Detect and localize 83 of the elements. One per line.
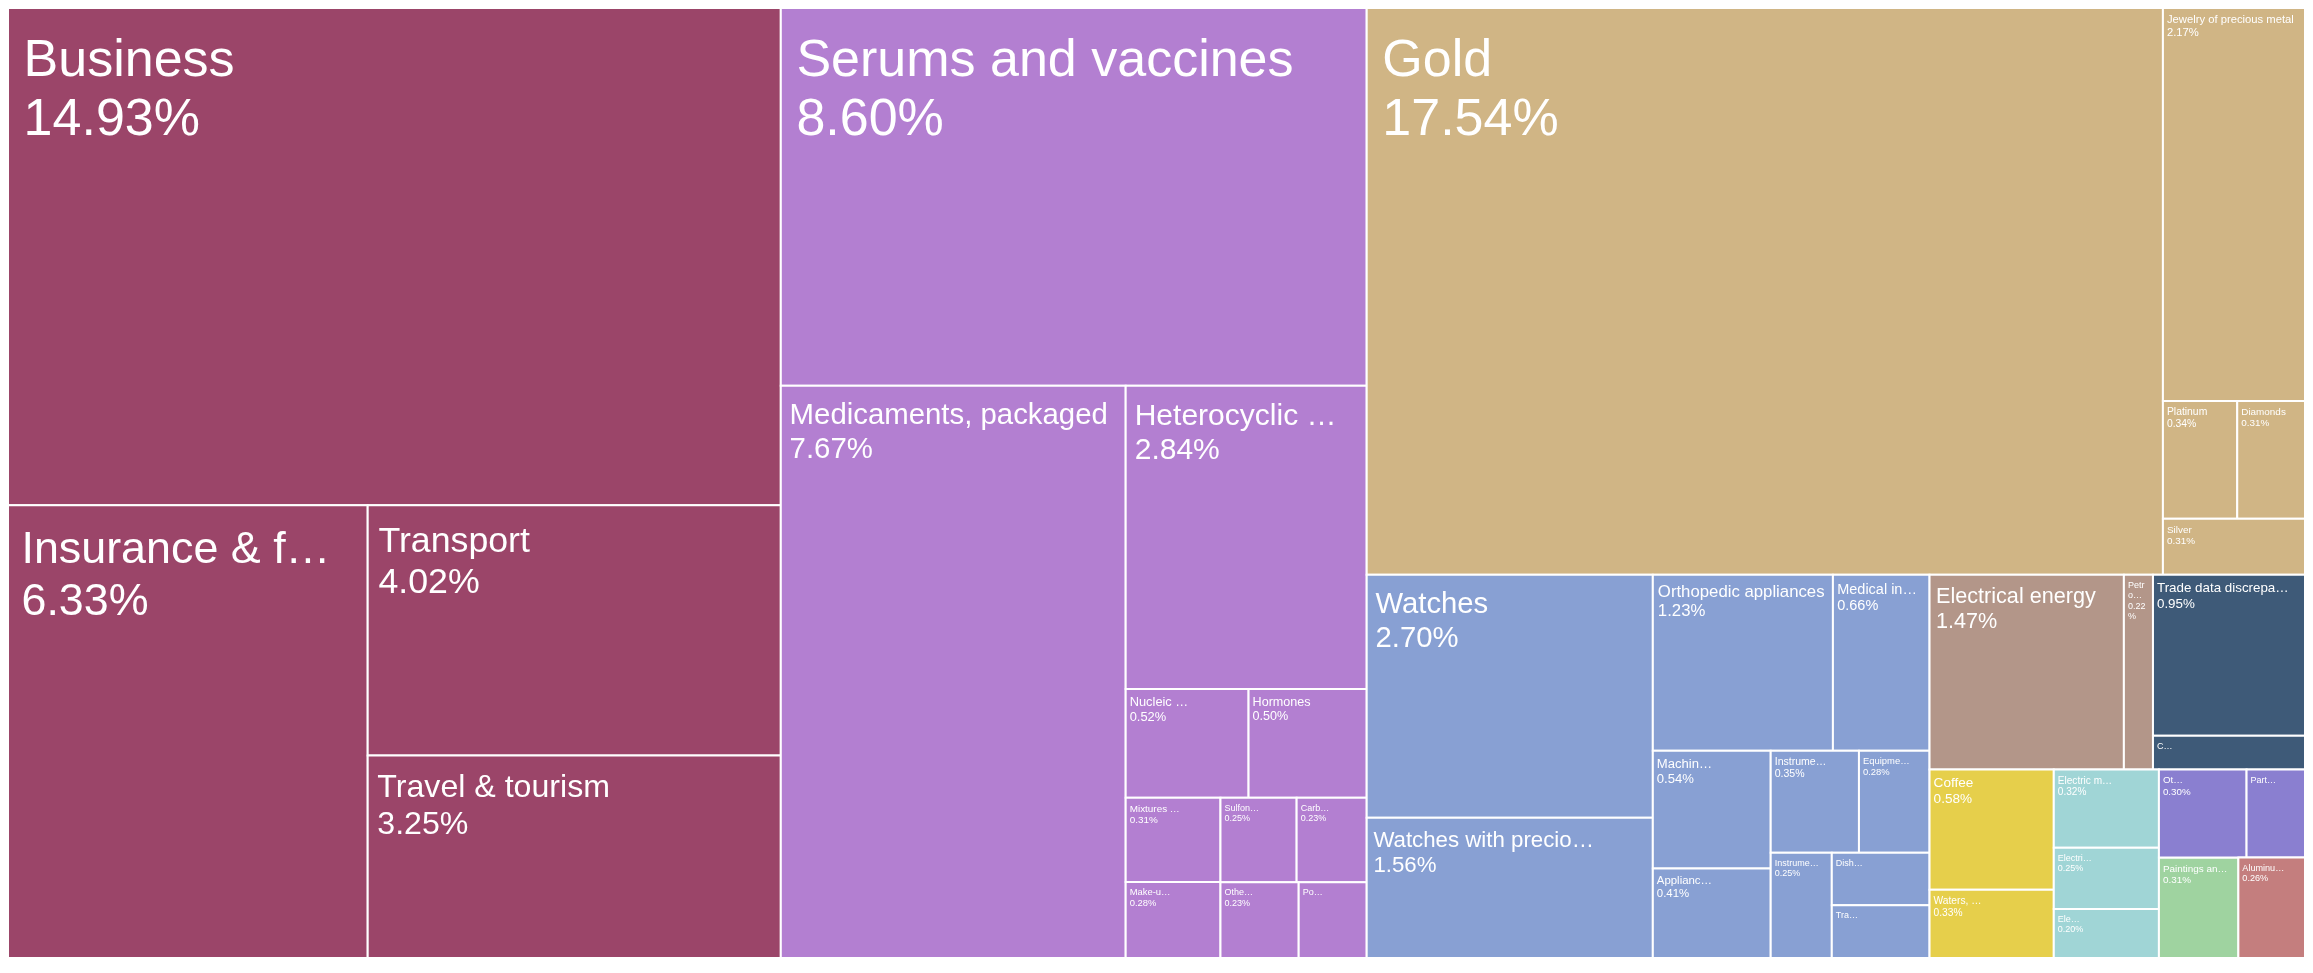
category-label: Mixtures … <box>1129 802 1180 814</box>
data-label: 0.52% <box>1129 708 1167 724</box>
data-label: 0.31% <box>2166 535 2196 547</box>
category-label: Trade data discrepa… <box>2156 580 2289 596</box>
category-label: Gold <box>1382 28 1493 87</box>
category-label: Electric m… <box>2057 774 2113 786</box>
category-label: Watches <box>1375 585 1489 619</box>
data-label: 7.67% <box>789 430 873 464</box>
category-label: Electri… <box>2057 852 2092 863</box>
category-label: Po… <box>1302 887 1323 898</box>
data-label: 0.31% <box>2162 873 2192 885</box>
data-label: 0.28% <box>1862 765 1891 777</box>
data-label: 0.32% <box>2057 786 2087 798</box>
data-label: 0.25% <box>2057 863 2084 874</box>
category-label: Coffee <box>1933 775 1974 791</box>
data-label: 0.50% <box>1252 709 1289 724</box>
data-label: 0.28% <box>1129 897 1158 909</box>
data-label: 0.58% <box>1933 790 1973 806</box>
category-label: Aluminu… <box>2242 862 2285 873</box>
data-label: 0.41% <box>1656 887 1690 900</box>
data-label: 0.20% <box>2057 924 2084 935</box>
category-label: Sulfon… <box>1224 802 1260 813</box>
category-label: Heterocyclic … <box>1134 397 1337 431</box>
category-label: Business <box>23 28 235 87</box>
category-label: Othe… <box>1224 887 1253 898</box>
data-label: 0.23% <box>1224 897 1251 908</box>
category-label: C… <box>2156 740 2173 751</box>
category-label: Insurance & f… <box>21 522 331 574</box>
data-label: 0.23% <box>1300 813 1327 824</box>
category-label: Tra… <box>1835 910 1858 921</box>
category-label: Silver <box>2166 523 2193 535</box>
data-label: 0.25% <box>1224 813 1251 824</box>
data-label: 1.47% <box>1936 607 1998 633</box>
data-label: 0.33% <box>1933 906 1963 918</box>
data-label: 2.17% <box>2166 26 2199 39</box>
category-label: Transport <box>378 519 531 560</box>
data-label: 0.54% <box>1656 770 1695 786</box>
data-label: 0.66% <box>1837 597 1879 614</box>
data-label: 0.25% <box>1774 868 1801 879</box>
data-label: 0.95% <box>2156 595 2195 611</box>
data-label: 17.54% <box>1382 88 1559 147</box>
category-label: Orthopedic appliances <box>1657 581 1825 601</box>
category-label: Paintings an… <box>2162 862 2228 874</box>
category-label: Hormones <box>1252 694 1311 709</box>
category-label: Electrical energy <box>1936 582 2096 608</box>
category-label: Medical in… <box>1837 580 1917 597</box>
data-label: 0.35% <box>1774 767 1805 780</box>
category-label: Petro… <box>2127 579 2145 601</box>
data-label: 0.31% <box>1129 814 1158 826</box>
data-label: 0.22% <box>2127 600 2146 621</box>
data-label: 0.34% <box>2166 418 2197 430</box>
category-label: Equipme… <box>1862 755 1910 767</box>
category-label: Watches with precio… <box>1373 826 1594 852</box>
data-label: 3.25% <box>377 805 469 842</box>
data-label: 8.60% <box>796 88 944 147</box>
category-label: Instrume… <box>1774 755 1827 768</box>
category-label: Waters, … <box>1933 894 1982 906</box>
data-label: 0.31% <box>2241 417 2270 429</box>
category-label: Carb… <box>1300 802 1330 813</box>
data-label: 2.70% <box>1375 619 1459 653</box>
category-label: Part… <box>2250 774 2277 785</box>
data-label: 0.26% <box>2242 873 2269 884</box>
category-label: Jewelry of precious metal <box>2166 13 2294 26</box>
category-label: Platinum <box>2166 406 2208 418</box>
category-label: Ot… <box>2162 774 2183 786</box>
category-label: Machin… <box>1656 755 1713 771</box>
data-label: 6.33% <box>21 574 149 626</box>
category-label: Serums and vaccines <box>796 28 1294 87</box>
category-label: Instrume… <box>1774 857 1819 868</box>
category-label: Nucleic … <box>1129 693 1189 709</box>
category-label: Applianc… <box>1656 873 1712 886</box>
category-label: Diamonds <box>2241 405 2286 417</box>
data-label: 1.56% <box>1373 852 1437 878</box>
category-label: Travel & tourism <box>377 768 610 805</box>
category-label: Dish… <box>1835 857 1863 868</box>
category-label: Medicaments, packaged <box>789 396 1108 430</box>
data-label: 0.30% <box>2162 785 2191 797</box>
data-label: 2.84% <box>1134 432 1220 466</box>
category-label: Make-u… <box>1129 886 1171 898</box>
data-label: 1.23% <box>1657 600 1706 620</box>
category-label: Ele… <box>2057 914 2080 925</box>
data-label: 4.02% <box>378 560 480 601</box>
data-label: 14.93% <box>23 88 200 147</box>
